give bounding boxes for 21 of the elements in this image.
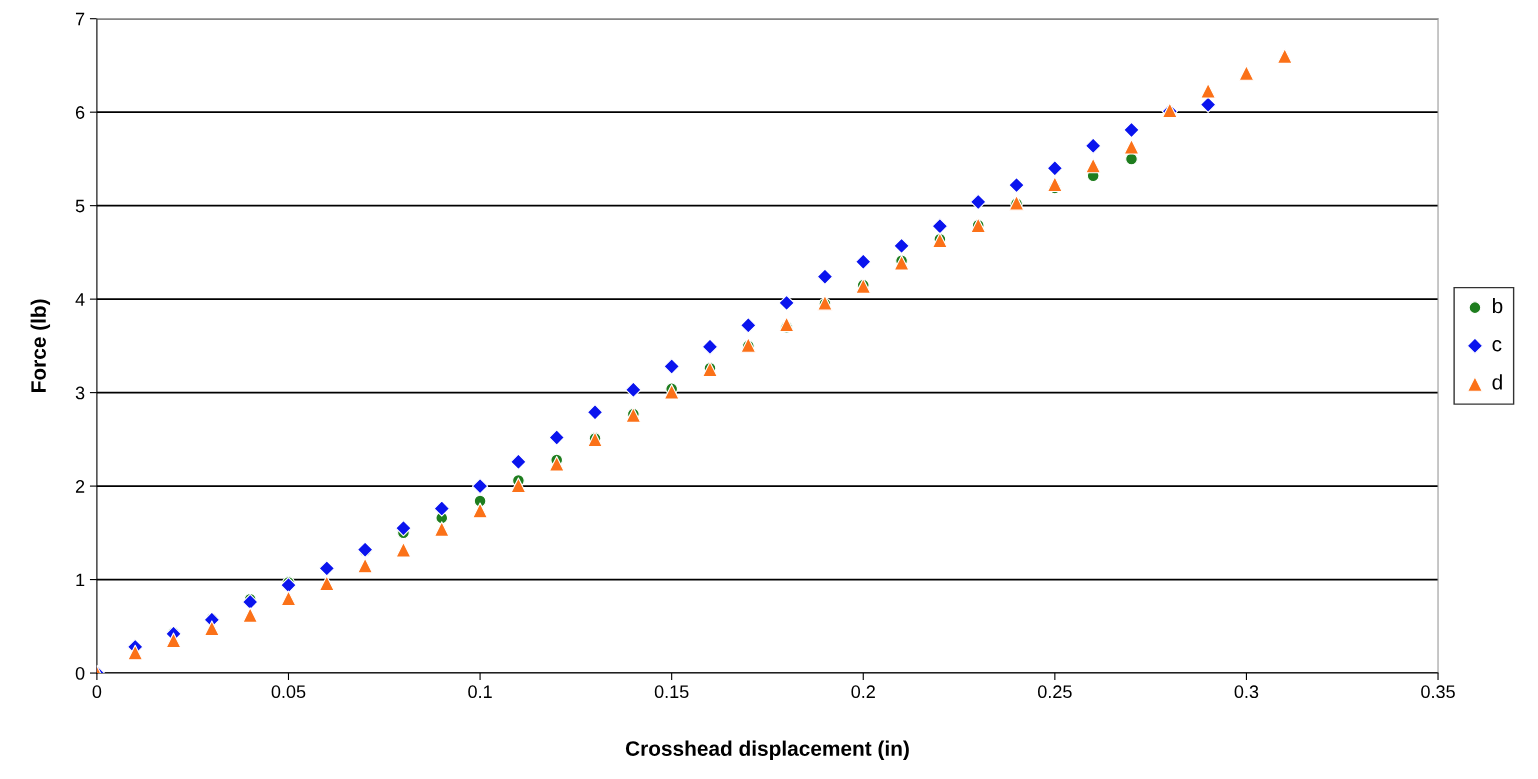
y-tick-label: 5 xyxy=(75,199,85,213)
x-tick-label: 0.05 xyxy=(271,685,306,699)
legend-label: d xyxy=(1492,374,1502,390)
y-tick-label: 4 xyxy=(75,293,85,306)
x-tick-label: 0.25 xyxy=(1037,685,1072,699)
y-tick-label: 2 xyxy=(75,480,85,493)
x-tick-label: 0 xyxy=(92,685,102,699)
x-tick-label: 0.15 xyxy=(654,685,689,699)
y-tick-label: 0 xyxy=(75,666,85,680)
x-axis-title: Crosshead displacement (in) xyxy=(625,740,909,760)
x-tick-label: 0.3 xyxy=(1234,685,1259,699)
x-tick-label: 0.2 xyxy=(851,685,875,699)
legend-label: b xyxy=(1492,298,1503,314)
x-tick-label: 0.35 xyxy=(1421,685,1455,699)
y-axis-title: Force (lb) xyxy=(30,299,51,392)
legend-label: c xyxy=(1492,340,1502,352)
y-tick-label: 1 xyxy=(76,573,85,587)
y-tick-label: 3 xyxy=(75,386,85,400)
y-tick-label: 7 xyxy=(75,12,85,26)
x-tick-label: 0.1 xyxy=(468,685,492,699)
y-tick-label: 6 xyxy=(75,106,85,119)
